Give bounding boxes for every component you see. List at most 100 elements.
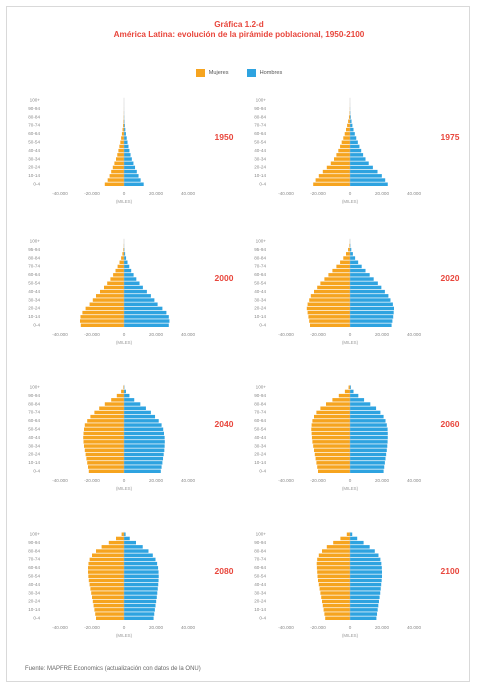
age-tick-label: 90-94 [28,106,40,111]
bar-male-90-94 [350,540,364,545]
bar-male-100+ [350,385,351,389]
bar-male-5-9 [350,319,393,323]
bar-female-60-64 [113,273,124,277]
bar-male-40-44 [124,435,165,440]
bar-female-20-24 [112,165,124,170]
bar-female-40-44 [311,435,350,440]
bar-female-70-74 [117,264,124,269]
bar-female-45-49 [317,285,350,290]
pyramid-2040: 100+ 90-94 80-84 70-74 60-64 50-54 40-44 30-34 2… [28,385,233,492]
bar-female-55-59 [343,136,350,140]
bar-male-55-59 [124,570,159,574]
age-tick-label: 90-94 [28,393,40,398]
bar-female-60-64 [88,566,124,570]
bar-male-40-44 [350,435,388,440]
x-axis-label: (MILES) [342,199,359,204]
x-tick-label: -20.000 [310,478,326,483]
bar-male-50-54 [350,281,378,285]
x-axis-label: (MILES) [116,633,133,638]
bar-male-65-69 [350,414,384,419]
pyramid-1950: 100+ 90-94 80-84 70-74 60-64 50-54 40-44 30-34 2… [28,98,233,205]
bar-male-85-89 [124,398,135,402]
bar-male-95-99 [124,389,126,394]
age-tick-label: 50-54 [254,427,266,432]
x-tick-label: 20.000 [149,191,163,196]
age-tick-label: 20-24 [254,599,266,604]
bar-female-30-34 [84,444,124,448]
age-tick-label: 100+ [30,385,41,390]
bar-male-60-64 [350,566,382,570]
age-tick-label: 80-84 [28,255,40,260]
bar-female-35-39 [319,587,350,591]
bar-male-40-44 [124,148,130,153]
pyramid-1975: 100+ 90-94 80-84 70-74 60-64 50-54 40-44 30-34 2… [254,98,459,205]
year-label: 2040 [215,419,234,429]
legend-swatch-female [195,69,205,77]
chart-title: América Latina: evolución de la pirámide… [113,30,365,39]
x-tick-label: 0 [349,478,352,483]
bar-female-35-39 [83,440,124,444]
bar-female-50-54 [88,574,124,578]
age-tick-label: 70-74 [254,123,266,128]
x-tick-label: -40.000 [278,332,294,337]
bar-male-45-49 [124,578,159,583]
pyramid-2020: 100+ 95-94 80-84 70-74 60-64 50-54 40-44 30-34 2… [254,239,459,346]
x-tick-label: 0 [349,332,352,337]
age-tick-label: 80-84 [254,401,266,406]
bar-male-15-19 [350,310,394,315]
x-tick-label: -40.000 [278,478,294,483]
x-tick-label: 0 [123,625,126,630]
age-tick-label: 30-34 [254,590,266,595]
age-tick-label: 60-64 [28,565,40,570]
bar-male-10-14 [350,174,382,178]
bar-male-15-19 [350,169,378,174]
x-tick-label: 20.000 [375,332,389,337]
bar-female-15-19 [322,169,350,174]
bar-female-45-49 [340,144,350,149]
x-axis-label: (MILES) [342,633,359,638]
bar-female-45-49 [88,578,124,583]
bar-female-10-14 [308,315,350,319]
age-tick-label: 40-44 [28,582,40,587]
bar-female-80-84 [96,549,124,553]
bar-male-30-34 [124,591,158,595]
bar-male-85-89 [350,252,353,256]
bar-female-70-74 [316,410,350,415]
x-tick-label: -40.000 [52,625,68,630]
x-tick-label: -20.000 [84,332,100,337]
year-label: 1975 [441,132,460,142]
age-tick-label: 90-94 [254,393,266,398]
age-tick-label: 0-4 [33,616,40,621]
x-tick-label: -20.000 [84,191,100,196]
x-tick-label: 40.000 [407,332,421,337]
age-tick-label: 10-14 [254,607,266,612]
bar-male-30-34 [350,591,381,595]
age-tick-label: 10-14 [254,173,266,178]
age-tick-label: 95-94 [28,247,40,252]
age-tick-label: 90-94 [28,540,40,545]
age-tick-label: 50-54 [28,427,40,432]
x-tick-label: -20.000 [84,478,100,483]
bar-male-25-29 [350,302,393,306]
bar-female-55-59 [311,423,350,427]
age-tick-label: 40-44 [254,435,266,440]
bar-female-65-69 [332,268,350,273]
bar-male-35-39 [350,294,389,298]
bar-male-20-24 [350,306,394,311]
bar-male-10-14 [350,315,394,319]
age-tick-label: 70-74 [28,123,40,128]
bar-female-70-74 [317,557,350,562]
age-tick-label: 30-34 [28,590,40,595]
age-tick-label: 100+ [256,239,267,244]
bar-female-5-9 [309,319,350,323]
bar-female-55-59 [110,277,124,281]
bar-female-90-94 [123,247,124,252]
bar-female-35-39 [336,153,350,157]
age-tick-label: 0-4 [33,182,40,187]
bar-male-70-74 [124,123,125,128]
x-tick-label: 20.000 [375,191,389,196]
bar-female-25-29 [321,595,350,599]
x-tick-label: -20.000 [310,625,326,630]
bar-female-75-79 [340,260,350,264]
